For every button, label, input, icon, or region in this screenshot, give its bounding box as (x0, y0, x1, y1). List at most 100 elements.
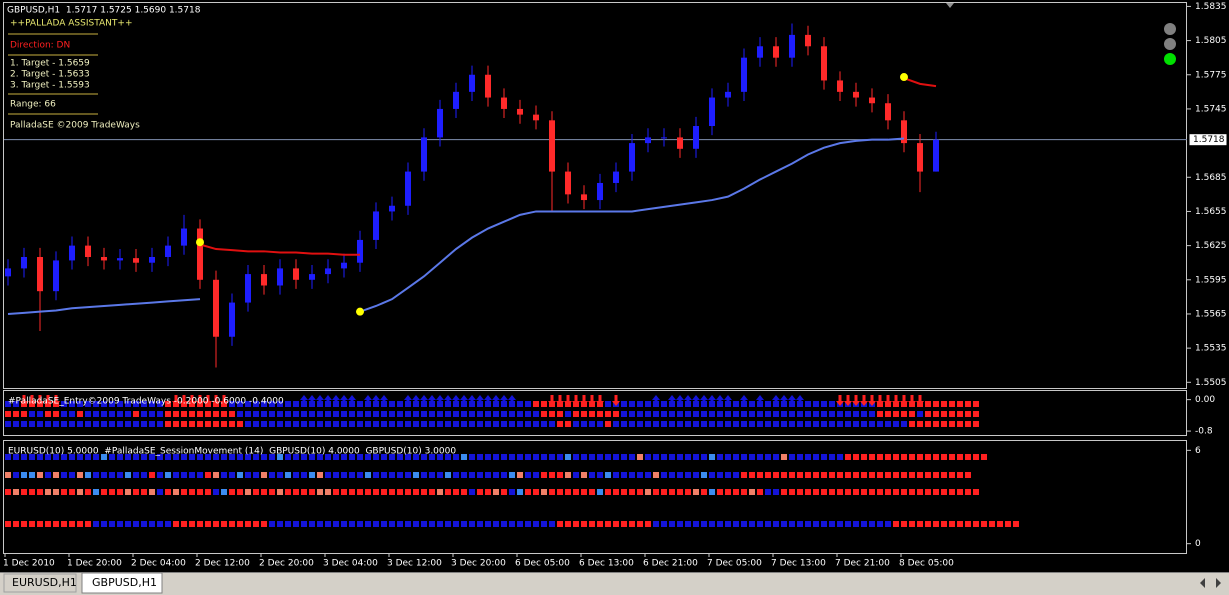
signal-cell (653, 421, 659, 427)
signal-cell (693, 454, 699, 460)
signal-cell (949, 401, 955, 407)
candle-body (789, 34, 795, 58)
signal-cell (877, 472, 883, 478)
signal-cell (253, 454, 259, 460)
candle-body (5, 268, 11, 277)
candle-body (325, 268, 331, 275)
up-arrow (348, 395, 356, 405)
x-tick-label: 7 Dec 13:00 (771, 559, 826, 569)
signal-cell (421, 421, 427, 427)
signal-cell (141, 401, 147, 407)
signal-cell (165, 454, 171, 460)
signal-cell (261, 472, 267, 478)
signal-cell (405, 454, 411, 460)
tab-label[interactable]: GBPUSD,H1 (92, 576, 157, 589)
down-arrow (564, 395, 572, 406)
signal-cell (413, 454, 419, 460)
signal-cell (5, 421, 11, 427)
up-arrow (500, 395, 508, 405)
signal-cell (285, 454, 291, 460)
signal-cell (101, 521, 107, 527)
signal-cell (909, 421, 915, 427)
signal-cell (333, 411, 339, 417)
signal-cell (253, 489, 259, 495)
signal-cell (69, 421, 75, 427)
signal-cell (277, 454, 283, 460)
signal-cell (221, 472, 227, 478)
signal-cell (189, 454, 195, 460)
signal-cell (757, 489, 763, 495)
scroll-right[interactable] (1216, 578, 1221, 588)
signal-cell (461, 489, 467, 495)
tab-active[interactable] (81, 572, 163, 594)
signal-cell (109, 521, 115, 527)
signal-cell (909, 472, 915, 478)
signal-cell (13, 454, 19, 460)
signal-cell (909, 489, 915, 495)
signal-cell (749, 411, 755, 417)
signal-cell (517, 489, 523, 495)
signal-cell (869, 421, 875, 427)
signal-cell (821, 454, 827, 460)
signal-cell (853, 411, 859, 417)
signal-cell (621, 521, 627, 527)
signal-cell (373, 421, 379, 427)
signal-cell (565, 454, 571, 460)
signal-cell (957, 454, 963, 460)
signal-cell (677, 411, 683, 417)
signal-cell (461, 521, 467, 527)
signal-cell (197, 454, 203, 460)
signal-cell (53, 489, 59, 495)
signal-cell (61, 521, 67, 527)
signal-cell (797, 521, 803, 527)
signal-cell (21, 489, 27, 495)
tab[interactable] (3, 573, 77, 593)
signal-cell (933, 521, 939, 527)
signal-cell (917, 472, 923, 478)
signal-cell (493, 411, 499, 417)
up-arrow (380, 395, 388, 405)
signal-cell (549, 489, 555, 495)
signal-cell (149, 401, 155, 407)
signal-cell (725, 421, 731, 427)
signal-cell (765, 421, 771, 427)
signal-cell (941, 421, 947, 427)
tab-bar (0, 572, 1229, 595)
signal-point (900, 73, 908, 82)
signal-cell (381, 521, 387, 527)
signal-cell (509, 472, 515, 478)
signal-cell (965, 489, 971, 495)
up-arrow (676, 395, 684, 405)
signal-cell (621, 472, 627, 478)
signal-cell (605, 421, 611, 427)
signal-cell (405, 489, 411, 495)
signal-cell (261, 421, 267, 427)
signal-cell (69, 401, 75, 407)
signal-cell (877, 489, 883, 495)
candle-body (869, 97, 875, 104)
tab-label[interactable]: EURUSD,H1 (12, 576, 77, 589)
signal-cell (509, 411, 515, 417)
signal-cell (573, 411, 579, 417)
candle-body (485, 74, 491, 98)
signal-cell (693, 489, 699, 495)
up-arrow (420, 395, 428, 405)
candle-body (21, 257, 27, 269)
signal-cell (565, 521, 571, 527)
signal-cell (429, 489, 435, 495)
signal-cell (493, 454, 499, 460)
signal-cell (901, 472, 907, 478)
signal-cell (789, 521, 795, 527)
signal-cell (405, 521, 411, 527)
candle-body (101, 257, 107, 261)
signal-cell (77, 411, 83, 417)
scroll-left[interactable] (1200, 578, 1205, 588)
signal-cell (469, 421, 475, 427)
signal-cell (501, 411, 507, 417)
signal-cell (861, 454, 867, 460)
status-light (1164, 53, 1176, 65)
signal-cell (445, 411, 451, 417)
signal-cell (709, 472, 715, 478)
candle-body (69, 245, 75, 261)
candle-body (149, 257, 155, 263)
